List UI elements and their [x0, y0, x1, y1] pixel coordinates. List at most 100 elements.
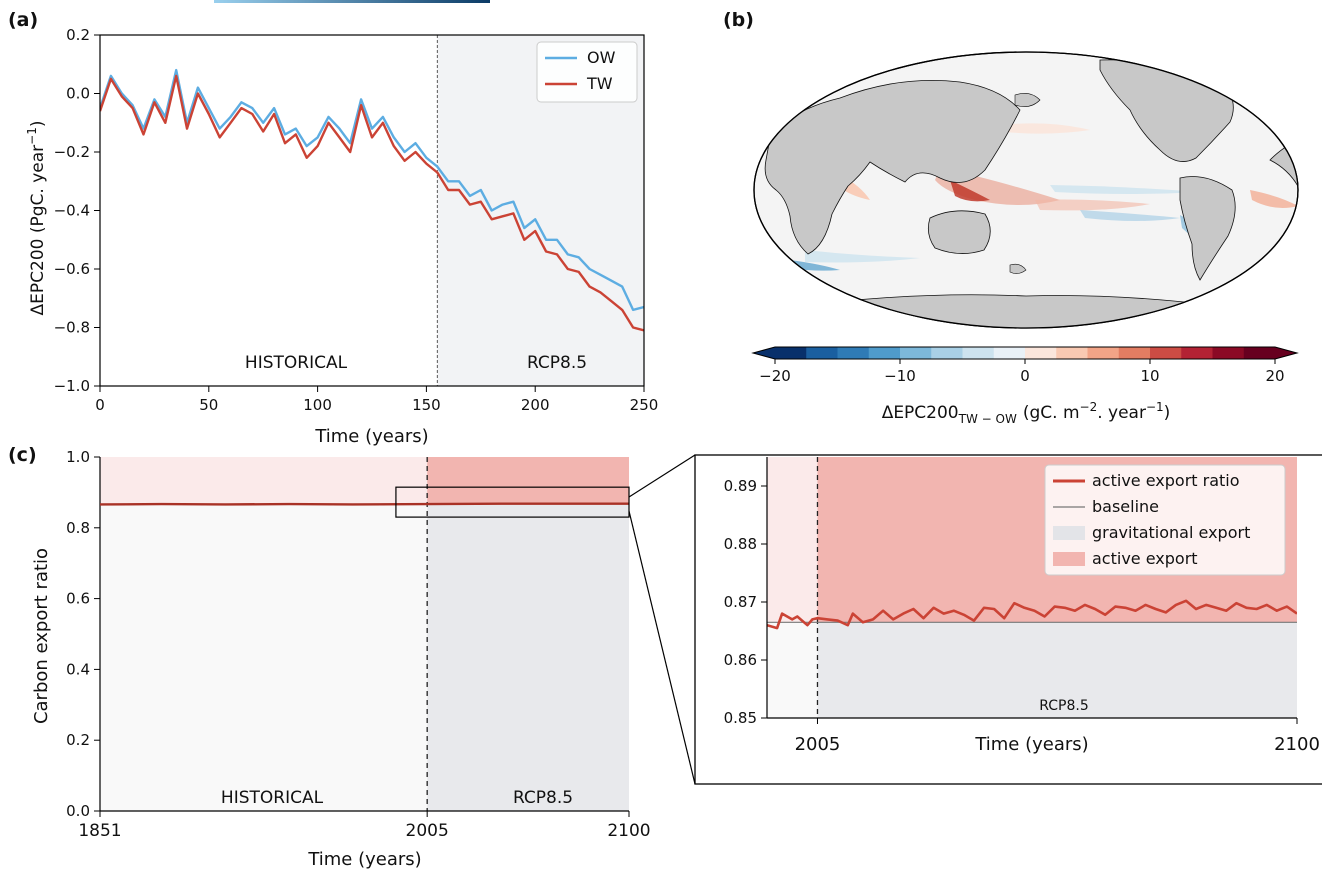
colorbar-bin [1118, 347, 1151, 359]
x-tick-label: 200 [521, 396, 550, 414]
colorbar-label: ΔEPC200TW − OW (gC. m−2. year−1) [882, 400, 1171, 426]
x-tick-label: 250 [630, 396, 659, 414]
legend-tw-label: TW [586, 74, 613, 93]
colorbar-tick-label: −10 [884, 367, 916, 385]
rcp-active-region [427, 457, 629, 505]
y-tick-label: 0.8 [66, 519, 90, 537]
colorbar-bin [868, 347, 901, 359]
region-rcp-c: RCP8.5 [513, 788, 573, 808]
colorbar-tick-label: −20 [759, 367, 791, 385]
colorbar-bin [1025, 347, 1057, 359]
colorbar-tick-label: 20 [1265, 367, 1284, 385]
series-ow-line [100, 68, 644, 312]
panel-a-frame [99, 34, 645, 387]
colorbar-extend-high [1275, 347, 1297, 359]
colorbar-bin [931, 347, 963, 359]
land-south-america [1179, 176, 1236, 281]
series-active-export-ratio-line [99, 502, 629, 506]
anomaly-patch [805, 250, 920, 263]
hist-active-region [767, 457, 818, 623]
panel-c-ticks: 1851 2005 2100 0.0 0.2 0.4 0.6 0.8 1.0 [66, 448, 650, 841]
x-tick-label: 150 [412, 396, 441, 414]
zoom-box [395, 486, 630, 518]
panel-a-label: (a) [8, 9, 38, 31]
y-tick-label: 0.2 [66, 26, 90, 44]
anomaly-patch [1250, 190, 1298, 208]
legend-active-ratio-label: active export ratio [1092, 471, 1240, 490]
anomaly-patch [1080, 210, 1180, 221]
x-tick-label: 2100 [1274, 734, 1320, 755]
inset-panel: 2005 2100 0.85 0.86 0.87 0.88 0.89 RCP8.5 Time… [694, 454, 1322, 785]
hist-active-region [100, 457, 428, 505]
region-rcp-a: RCP8.5 [527, 353, 587, 373]
y-tick-label: 0.88 [724, 535, 757, 553]
rcp-grav-region [817, 622, 1297, 718]
legend-baseline-label: baseline [1092, 497, 1159, 516]
panel-a: (a) 0 50 100 150 200 250−1.0−0.8−0.6−0.4−0.20… [8, 9, 658, 447]
colorbar-bin [806, 347, 838, 359]
series-tw-line [100, 74, 644, 332]
colorbar-bin [775, 347, 807, 359]
zoom-connector [628, 510, 696, 785]
colorbar-bin [993, 347, 1026, 359]
y-tick-label: 0.87 [724, 593, 757, 611]
x-tick-label: 2100 [607, 821, 650, 841]
y-tick-label: 1.0 [66, 448, 90, 466]
y-tick-label: 0.89 [724, 477, 757, 495]
inset-ticks: 2005 2100 0.85 0.86 0.87 0.88 0.89 [724, 477, 1320, 755]
y-tick-label: 0.85 [724, 709, 757, 727]
region-historical-c: HISTORICAL [221, 788, 324, 808]
colorbar-tick-label: 0 [1020, 367, 1030, 385]
colorbar-bin [900, 347, 932, 359]
legend-grav-swatch [1053, 526, 1085, 540]
inset-legend: active export ratio baseline gravitation… [1044, 464, 1286, 576]
colorbar-ticks: −20 −10 0 10 20 [759, 359, 1285, 385]
y-tick-label: −0.8 [54, 319, 90, 337]
series-active-export-ratio-line [767, 599, 1297, 630]
anomaly-patch [1000, 123, 1090, 134]
y-tick-label: −0.4 [54, 202, 90, 220]
legend-grav-label: gravitational export [1092, 523, 1250, 542]
legend-box [1044, 464, 1286, 576]
panel-a-series [100, 68, 644, 332]
panel-b: (b) −20 −10 0 10 20 [723, 9, 1299, 426]
colorbar [751, 346, 1299, 360]
panel-c-series [99, 502, 629, 506]
inset-region-rcp: RCP8.5 [1039, 698, 1089, 714]
legend-active-label: active export [1092, 549, 1198, 568]
inset-x-axis-label: Time (years) [974, 734, 1088, 755]
x-tick-label: 0 [95, 396, 105, 414]
colorbar-bin [837, 347, 870, 359]
colorbar-bin [1150, 347, 1182, 359]
region-historical-a: HISTORICAL [245, 353, 348, 373]
x-axis-label-a: Time (years) [314, 426, 428, 447]
land-island [1014, 93, 1041, 107]
hist-grav-region [767, 622, 818, 718]
inset-series [767, 599, 1297, 630]
colorbar-bin [1087, 347, 1120, 359]
x-tick-label: 2005 [406, 821, 449, 841]
y-tick-label: 0.86 [724, 651, 757, 669]
y-tick-label: 0.0 [66, 802, 90, 820]
y-tick-label: 0.0 [66, 85, 90, 103]
y-tick-label: 0.6 [66, 590, 90, 608]
panel-b-label: (b) [723, 9, 754, 31]
x-tick-label: 2005 [795, 734, 841, 755]
x-axis-label-c: Time (years) [307, 849, 421, 870]
colorbar-bin [1181, 347, 1213, 359]
y-tick-label: 0.4 [66, 660, 90, 678]
legend-ow-label: OW [587, 48, 616, 67]
anomaly-patch [1035, 199, 1150, 211]
map-content [759, 59, 1298, 328]
anomaly-patch [950, 180, 990, 202]
land-eurasia-africa [764, 79, 1021, 255]
y-tick-label: −0.6 [54, 260, 90, 278]
y-tick-label: −0.2 [54, 143, 90, 161]
legend-a: OW TW [536, 41, 638, 103]
x-tick-label: 50 [199, 396, 218, 414]
panel-a-ticks: 0 50 100 150 200 250 −1.0 −0.8 −0.6 −0.4 −0.2 0.0 0.… [54, 26, 659, 414]
y-tick-label: −1.0 [54, 377, 90, 395]
colorbar-bin [1056, 347, 1088, 359]
legend-active-swatch [1053, 552, 1085, 566]
